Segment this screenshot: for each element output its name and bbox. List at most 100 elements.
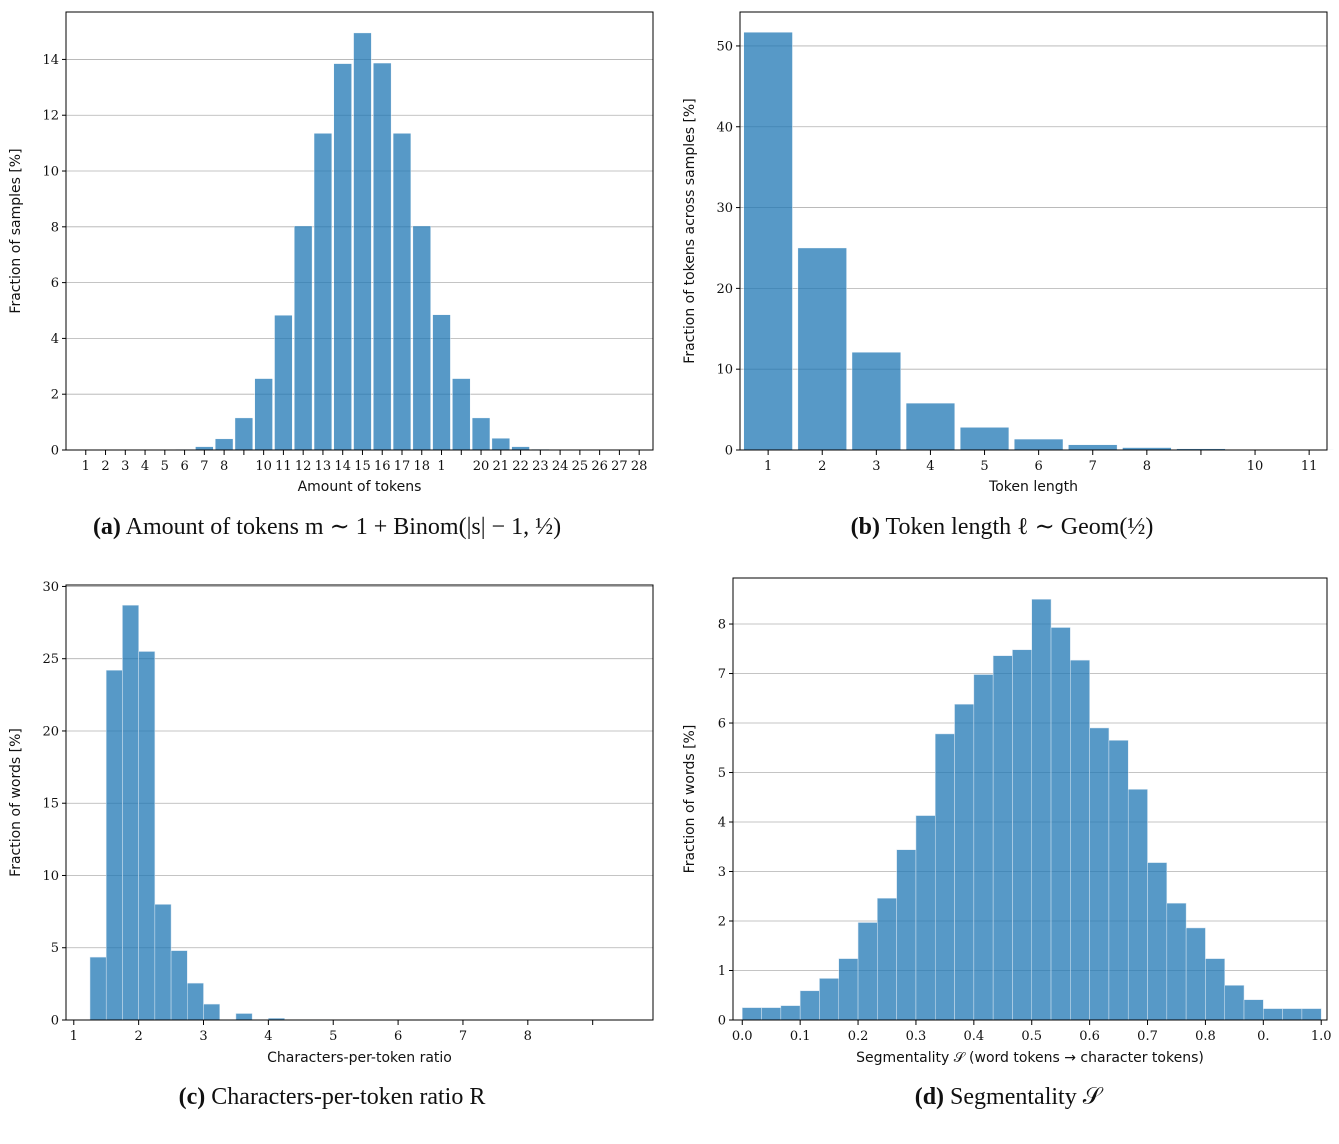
x-tick-label: 5 bbox=[329, 1029, 337, 1044]
x-tick-label: 7 bbox=[200, 459, 208, 474]
caption-text: Segmentality 𝒮 bbox=[950, 1084, 1102, 1110]
y-tick-label: 5 bbox=[718, 766, 726, 781]
x-axis-label: Token length bbox=[988, 479, 1078, 495]
y-tick-label: 30 bbox=[42, 580, 59, 595]
x-tick-label: 2 bbox=[101, 459, 109, 474]
x-tick-label: 21 bbox=[493, 459, 510, 474]
histogram-bar bbox=[1050, 627, 1071, 1021]
histogram-bar bbox=[819, 978, 840, 1021]
histogram-bar bbox=[170, 950, 188, 1021]
x-axis-label: Amount of tokens bbox=[298, 479, 422, 495]
x-tick-label: 26 bbox=[591, 459, 608, 474]
histogram-bar bbox=[992, 655, 1013, 1021]
x-tick-label: 0. bbox=[1257, 1029, 1269, 1044]
x-tick-label: 6 bbox=[394, 1029, 402, 1044]
bar bbox=[959, 427, 1010, 451]
histogram-bar bbox=[877, 897, 897, 1021]
x-tick-label: 7 bbox=[1089, 459, 1097, 474]
histogram-bar bbox=[1089, 727, 1110, 1021]
y-axis-label: Fraction of tokens across samples [%] bbox=[682, 98, 698, 363]
x-tick-label: 3 bbox=[121, 459, 129, 474]
y-tick-label: 20 bbox=[716, 282, 733, 297]
histogram-bar bbox=[1282, 1008, 1303, 1021]
x-tick-label: 0.7 bbox=[1137, 1029, 1158, 1044]
histogram-bar bbox=[1185, 927, 1206, 1021]
histogram-bar bbox=[954, 703, 975, 1021]
histogram-bar bbox=[742, 1007, 762, 1021]
x-tick-label: 0.6 bbox=[1079, 1029, 1100, 1044]
caption-label: (d) bbox=[914, 1084, 945, 1110]
x-tick-label: 8 bbox=[1143, 459, 1151, 474]
histogram-bar bbox=[1224, 985, 1245, 1021]
y-tick-label: 2 bbox=[51, 388, 59, 403]
bar bbox=[851, 352, 901, 451]
histogram-bar bbox=[89, 956, 107, 1021]
x-tick-label: 8 bbox=[220, 459, 228, 474]
y-tick-label: 6 bbox=[718, 717, 726, 732]
x-tick-label: 0.2 bbox=[848, 1029, 869, 1044]
x-tick-label: 16 bbox=[374, 459, 391, 474]
x-axis-label: Characters-per-token ratio bbox=[267, 1050, 452, 1066]
y-tick-label: 30 bbox=[716, 201, 733, 216]
histogram-bar bbox=[799, 990, 820, 1021]
histogram-bar bbox=[761, 1007, 782, 1021]
chart-panel-c: 0 5 10 15 20 25 30 1 2 3 4 5 6 7 8 Characters-per-token… bbox=[8, 580, 654, 1066]
y-tick-label: 4 bbox=[51, 332, 59, 347]
y-axis-label: Fraction of samples [%] bbox=[8, 148, 24, 313]
x-tick-label: 0.5 bbox=[1021, 1029, 1042, 1044]
y-axis-label: Fraction of words [%] bbox=[8, 728, 24, 877]
histogram-bar bbox=[780, 1005, 801, 1021]
x-tick-label: 6 bbox=[180, 459, 188, 474]
histogram-bar bbox=[838, 958, 859, 1021]
bar bbox=[412, 225, 431, 451]
y-tick-label: 14 bbox=[42, 53, 59, 68]
histogram-bar bbox=[1031, 599, 1052, 1021]
histogram-bar bbox=[1070, 659, 1090, 1021]
y-tick-label: 20 bbox=[42, 724, 59, 739]
caption-text: Characters-per-token ratio R bbox=[211, 1084, 486, 1110]
x-tick-label: 3 bbox=[199, 1029, 207, 1044]
bar bbox=[452, 378, 471, 451]
caption-text: Amount of tokens m ∼ 1 + Binom(|s| − 1, … bbox=[125, 514, 562, 540]
bar bbox=[471, 417, 491, 451]
axes-frame bbox=[65, 584, 654, 1021]
x-tick-label: 1 bbox=[437, 459, 445, 474]
x-tick-label: 4 bbox=[926, 459, 934, 474]
x-tick-label: 4 bbox=[264, 1029, 272, 1044]
chart-panel-b: 0 10 20 30 40 50 1 2 3 4 5 6 7 8 10 11 Token length Fract… bbox=[682, 11, 1334, 495]
bar bbox=[797, 247, 847, 451]
histogram-bar bbox=[915, 815, 936, 1021]
y-tick-label: 0 bbox=[718, 1014, 726, 1029]
x-tick-label: 2 bbox=[818, 459, 826, 474]
y-tick-label: 6 bbox=[51, 276, 59, 291]
x-tick-label: 1 bbox=[764, 459, 772, 474]
y-tick-label: 10 bbox=[42, 165, 59, 180]
y-tick-label: 8 bbox=[718, 618, 726, 633]
x-axis-label: Segmentality 𝒮 (word tokens → character … bbox=[856, 1050, 1204, 1066]
bar bbox=[195, 446, 214, 451]
x-tick-label: 2 bbox=[135, 1029, 143, 1044]
axes-frame bbox=[732, 577, 1328, 1021]
histogram-bar bbox=[187, 982, 204, 1021]
caption-b: (b) Token length ℓ ∼ Geom(½) bbox=[851, 512, 1154, 541]
histogram-bar bbox=[1205, 958, 1225, 1021]
histogram-bar bbox=[1127, 789, 1148, 1021]
x-tick-label: 13 bbox=[315, 459, 332, 474]
bar bbox=[905, 402, 955, 451]
y-tick-label: 15 bbox=[42, 797, 59, 812]
x-tick-label: 10 bbox=[1247, 459, 1264, 474]
x-tick-label: 0.0 bbox=[732, 1029, 753, 1044]
y-tick-label: 10 bbox=[42, 869, 59, 884]
bar bbox=[274, 315, 293, 451]
bar bbox=[313, 133, 333, 451]
histogram-bar bbox=[1166, 902, 1187, 1021]
bar bbox=[215, 438, 234, 451]
y-axis-label: Fraction of words [%] bbox=[682, 725, 698, 874]
caption-label: (c) bbox=[178, 1084, 206, 1110]
axes-frame bbox=[739, 11, 1328, 451]
bar bbox=[234, 417, 253, 451]
caption-label: (b) bbox=[850, 514, 880, 540]
y-tick-label: 4 bbox=[718, 816, 726, 831]
x-tick-label: 4 bbox=[141, 459, 149, 474]
y-tick-label: 10 bbox=[716, 363, 733, 378]
